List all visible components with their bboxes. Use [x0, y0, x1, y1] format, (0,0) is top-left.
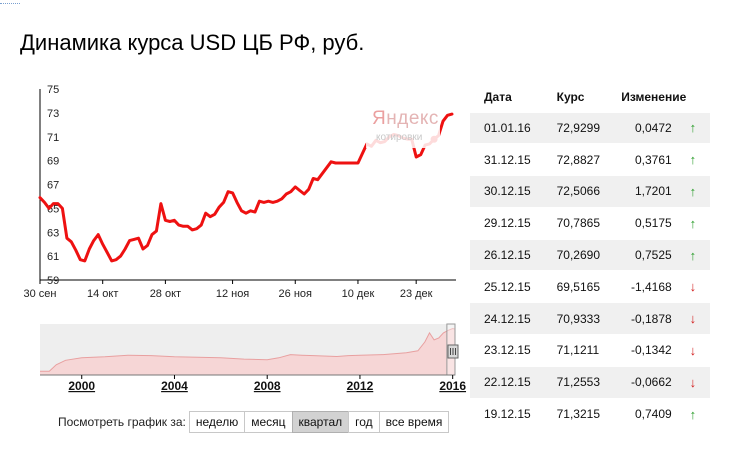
- period-month-button[interactable]: месяц: [244, 411, 293, 433]
- row-change: 0,0472: [617, 111, 676, 144]
- arrow-up-icon: ↑: [675, 397, 710, 430]
- x-tick-label: 14 окт: [87, 288, 118, 300]
- row-rate: 72,8827: [546, 143, 618, 176]
- navigator-year-label[interactable]: 2004: [161, 379, 188, 393]
- table-row: 19.12.15 71,3215 0,7409 ↑: [470, 397, 710, 430]
- x-tick-label: 26 ноя: [279, 288, 312, 300]
- table-row: 22.12.15 71,2553 -0,0662 ↓: [470, 365, 710, 399]
- row-change: -0,1878: [617, 302, 676, 335]
- table-row: 26.12.15 70,2690 0,7525 ↑: [470, 238, 710, 271]
- x-tick-label: 12 ноя: [216, 288, 249, 300]
- navigator-area: [40, 328, 455, 375]
- corner-link-mark: [0, 0, 20, 4]
- period-year-button[interactable]: год: [348, 411, 380, 433]
- drag-handle-icon[interactable]: [447, 344, 459, 359]
- arrow-up-icon: ↑: [675, 206, 710, 240]
- row-rate: 70,7865: [546, 206, 618, 240]
- yandex-quotes-watermark: Яндекс котировки: [366, 108, 440, 148]
- header-date: Дата: [484, 89, 512, 104]
- row-change: 1,7201: [617, 175, 676, 208]
- row-rate: 70,2690: [546, 238, 618, 271]
- row-date: 19.12.15: [470, 397, 547, 430]
- y-tick-label: 67: [47, 180, 59, 192]
- table-row: 23.12.15 71,1211 -0,1342 ↓: [470, 334, 710, 367]
- row-date: 31.12.15: [470, 143, 547, 176]
- navigator-year-label[interactable]: 2000: [68, 379, 95, 393]
- navigator-year-label[interactable]: 2008: [254, 379, 281, 393]
- row-date: 25.12.15: [470, 270, 547, 303]
- row-change: -1,4168: [617, 270, 676, 303]
- row-rate: 72,5066: [546, 175, 618, 208]
- arrow-down-icon: ↓: [675, 270, 710, 303]
- period-selector-label: Посмотреть график за:: [58, 415, 186, 429]
- history-navigator-chart[interactable]: 2000 2004 2008 2012 2016: [0, 322, 470, 394]
- arrow-down-icon: ↓: [675, 334, 710, 367]
- watermark-subtitle: котировки: [376, 132, 423, 143]
- watermark-brand: Яндекс: [372, 108, 439, 130]
- header-rate: Курс: [556, 89, 585, 104]
- arrow-up-icon: ↑: [675, 238, 710, 271]
- arrow-up-icon: ↑: [675, 175, 710, 208]
- navigator-year-label[interactable]: 2016: [439, 379, 466, 393]
- row-date: 26.12.15: [470, 238, 547, 271]
- row-rate: 71,3215: [546, 397, 618, 430]
- table-row: 24.12.15 70,9333 -0,1878 ↓: [470, 302, 710, 335]
- rates-table: Дата Курс Изменение 01.01.16 72,9299 0,047…: [470, 82, 710, 430]
- row-rate: 71,1211: [546, 334, 618, 367]
- row-change: 0,7409: [617, 397, 676, 430]
- row-date: 24.12.15: [470, 302, 547, 335]
- y-tick-label: 73: [47, 108, 59, 120]
- x-tick-label: 28 окт: [150, 288, 181, 300]
- x-tick-label: 10 дек: [342, 288, 375, 300]
- y-tick-label: 71: [47, 132, 59, 144]
- arrow-up-icon: ↑: [675, 111, 710, 144]
- table-row: 01.01.16 72,9299 0,0472 ↑: [470, 111, 710, 144]
- y-tick-label: 63: [47, 227, 59, 239]
- y-tick-label: 69: [47, 156, 59, 168]
- watermark-brand-rest: ндекс: [386, 108, 439, 129]
- arrow-down-icon: ↓: [675, 302, 710, 335]
- y-tick-label: 75: [47, 84, 59, 96]
- period-week-button[interactable]: неделю: [188, 411, 246, 433]
- period-all-time-button[interactable]: все время: [378, 411, 450, 433]
- row-date: 30.12.15: [470, 175, 547, 208]
- row-rate: 71,2553: [546, 365, 618, 399]
- header-change: Изменение: [621, 89, 687, 104]
- period-selector: Посмотреть график за: неделю месяц кварт…: [58, 410, 450, 434]
- page-title: Динамика курса USD ЦБ РФ, руб.: [20, 30, 365, 55]
- row-change: 0,3761: [617, 143, 676, 176]
- y-tick-label: 59: [47, 275, 59, 287]
- row-date: 22.12.15: [470, 365, 547, 399]
- row-change: 0,5175: [617, 206, 676, 240]
- arrow-up-icon: ↑: [675, 143, 710, 176]
- y-tick-label: 61: [47, 251, 59, 263]
- table-row: 31.12.15 72,8827 0,3761 ↑: [470, 143, 710, 176]
- table-row: 29.12.15 70,7865 0,5175 ↑: [470, 206, 710, 240]
- navigator-line: [40, 327, 456, 372]
- table-header-row: Дата Курс Изменение: [470, 82, 710, 112]
- row-date: 29.12.15: [470, 206, 547, 240]
- row-change: 0,7525: [617, 238, 676, 271]
- x-tick-label: 23 дек: [400, 288, 433, 300]
- table-row: 30.12.15 72,5066 1,7201 ↑: [470, 175, 710, 208]
- rates-table-body: 01.01.16 72,9299 0,0472 ↑ 31.12.15 72,8827 0,3…: [470, 111, 710, 430]
- row-change: -0,1342: [617, 334, 676, 367]
- watermark-brand-first: Я: [372, 108, 387, 129]
- navigator-year-label[interactable]: 2012: [347, 379, 374, 393]
- row-rate: 69,5165: [546, 270, 618, 303]
- row-date: 23.12.15: [470, 334, 547, 367]
- row-rate: 70,9333: [546, 302, 618, 335]
- arrow-down-icon: ↓: [675, 365, 710, 399]
- row-rate: 72,9299: [546, 111, 618, 144]
- row-change: -0,0662: [617, 365, 676, 399]
- x-tick-label: 30 сен: [24, 288, 57, 300]
- row-date: 01.01.16: [470, 111, 547, 144]
- period-quarter-button[interactable]: квартал: [291, 411, 350, 433]
- table-row: 25.12.15 69,5165 -1,4168 ↓: [470, 270, 710, 303]
